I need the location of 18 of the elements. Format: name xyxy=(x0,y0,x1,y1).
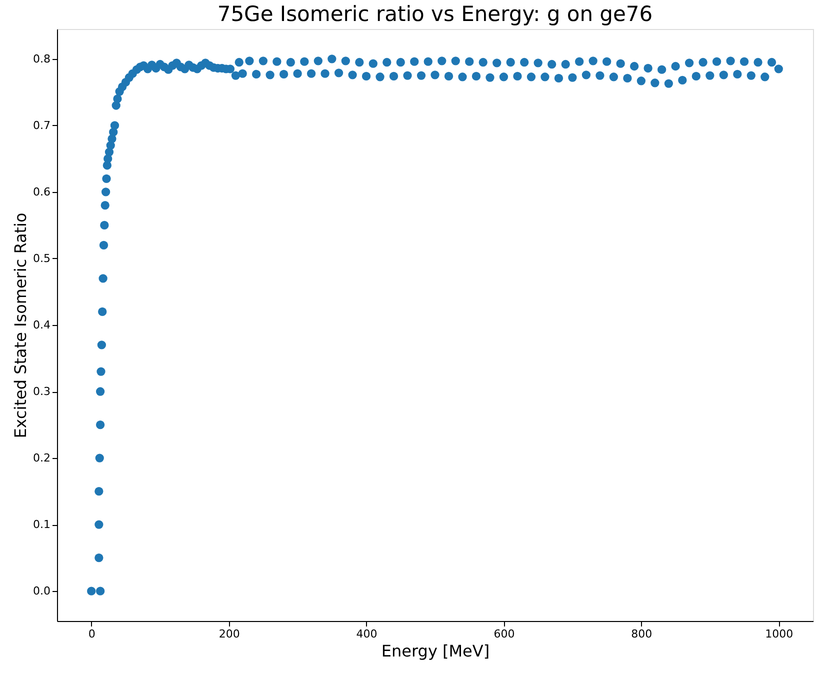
x-tick-label: 1000 xyxy=(765,628,794,640)
y-tick-label: 0.3 xyxy=(33,385,50,398)
y-tick-label: 0.5 xyxy=(33,252,50,265)
y-tick-label: 0.2 xyxy=(33,452,50,465)
x-tick-label: 200 xyxy=(218,628,240,640)
x-tick-label: 0 xyxy=(88,628,96,640)
x-tick-label: 800 xyxy=(631,628,652,640)
y-tick-label: 0.6 xyxy=(33,185,50,198)
x-tick-label: 600 xyxy=(494,628,515,640)
y-tick-label: 0.4 xyxy=(33,318,50,332)
y-tick-label: 0.7 xyxy=(33,118,50,132)
y-tick-label: 0.1 xyxy=(33,518,50,532)
x-axis-title: Energy [MeV] xyxy=(381,642,490,660)
y-tick-label: 0.0 xyxy=(33,584,50,598)
y-axis-title: Excited State Isomeric Ratio xyxy=(11,212,30,438)
x-tick-label: 400 xyxy=(356,628,378,640)
chart-title: 75Ge Isomeric ratio vs Energy: g on ge76 xyxy=(217,2,653,26)
y-tick-label: 0.8 xyxy=(33,52,50,66)
